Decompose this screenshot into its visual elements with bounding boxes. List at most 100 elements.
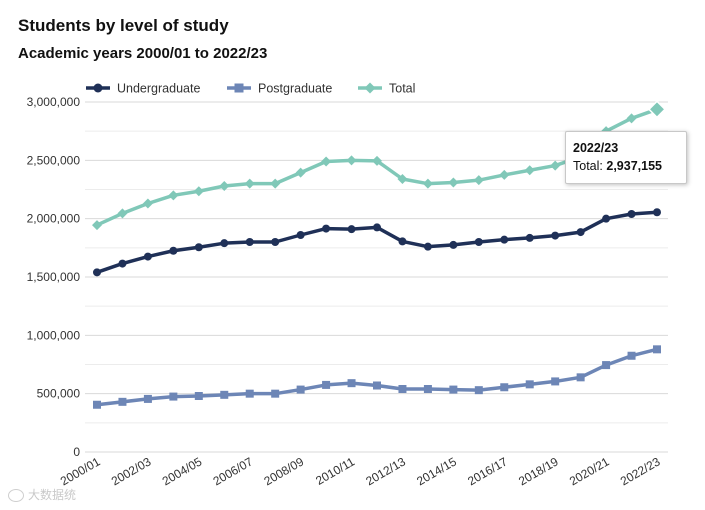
data-point-total — [193, 186, 204, 197]
data-point-undergraduate — [500, 235, 509, 244]
data-point-postgraduate — [602, 361, 611, 370]
legend-swatch-marker-postgraduate — [234, 83, 244, 93]
watermark: 大数据统 — [8, 486, 76, 503]
data-point-postgraduate — [169, 392, 178, 401]
legend-swatch-marker-undergraduate — [93, 83, 103, 93]
data-point-postgraduate — [322, 380, 331, 389]
y-tick-label: 2,500,000 — [27, 153, 81, 167]
x-tick-label: 2020/21 — [567, 454, 612, 488]
data-point-total — [295, 167, 306, 178]
data-point-undergraduate — [423, 242, 432, 251]
data-point-total — [168, 190, 179, 201]
data-point-postgraduate — [627, 351, 636, 360]
data-point-total — [524, 165, 535, 176]
data-tooltip: 2022/23 Total: 2,937,155 — [565, 131, 687, 184]
x-tick-label: 2002/03 — [109, 454, 154, 488]
data-point-undergraduate — [296, 231, 305, 239]
x-tick-label: 2006/07 — [211, 454, 256, 488]
legend-item-postgraduate: Postgraduate — [227, 82, 332, 96]
legend-item-undergraduate: Undergraduate — [86, 82, 200, 96]
data-point-undergraduate — [322, 224, 331, 233]
data-point-postgraduate — [525, 380, 534, 389]
chart-title: Students by level of study — [18, 16, 229, 35]
x-tick-label: 2012/13 — [363, 454, 408, 488]
data-point-total — [244, 178, 255, 189]
data-point-undergraduate — [245, 238, 254, 246]
series-undergraduate — [93, 208, 661, 277]
data-point-total — [397, 174, 408, 184]
data-point-postgraduate — [296, 385, 305, 394]
y-tick-label: 2,000,000 — [27, 212, 81, 226]
data-point-total — [626, 113, 637, 124]
tooltip-label: Total: — [573, 159, 603, 173]
data-point-undergraduate — [474, 238, 483, 246]
x-axis: 2000/01 2002/03 2004/05 2006/07 2008/09 2010/… — [58, 454, 663, 488]
data-point-total — [550, 160, 561, 171]
data-point-total — [448, 177, 459, 188]
data-point-postgraduate — [220, 390, 229, 399]
data-point-undergraduate — [373, 223, 381, 232]
data-point-total — [142, 198, 153, 209]
data-point-undergraduate — [169, 246, 178, 255]
data-point-postgraduate — [653, 345, 661, 354]
data-point-total — [422, 178, 433, 189]
data-point-undergraduate — [143, 252, 152, 261]
data-point-total — [219, 181, 230, 191]
legend-label-undergraduate: Undergraduate — [117, 82, 200, 96]
data-point-undergraduate — [525, 233, 534, 242]
data-point-undergraduate — [602, 214, 611, 223]
data-point-undergraduate — [551, 231, 560, 240]
x-tick-label: 2004/05 — [160, 454, 205, 488]
legend-label-postgraduate: Postgraduate — [258, 82, 332, 96]
data-point-postgraduate — [194, 392, 203, 400]
data-point-total — [372, 155, 382, 166]
data-point-postgraduate — [143, 394, 152, 403]
data-point-postgraduate — [576, 373, 585, 382]
data-point-total — [321, 156, 332, 167]
legend-item-total: Total — [358, 82, 415, 96]
tooltip-title: 2022/23 — [573, 141, 619, 155]
y-tick-label: 500,000 — [37, 387, 81, 401]
data-point-undergraduate — [653, 208, 661, 217]
data-point-undergraduate — [398, 237, 407, 246]
data-point-total — [92, 220, 102, 231]
data-point-postgraduate — [347, 379, 356, 388]
series-line-postgraduate — [96, 347, 658, 407]
x-tick-label: 2000/01 — [58, 454, 103, 488]
data-point-undergraduate — [627, 210, 636, 218]
series-line-undergraduate — [96, 210, 658, 274]
y-tick-label: 3,000,000 — [27, 95, 81, 109]
y-tick-label: 1,000,000 — [27, 328, 81, 342]
data-point-postgraduate — [500, 383, 509, 392]
data-point-undergraduate — [93, 268, 101, 277]
data-point-undergraduate — [271, 238, 280, 246]
data-point-postgraduate — [373, 381, 381, 390]
data-point-postgraduate — [449, 385, 458, 394]
data-point-undergraduate — [449, 240, 458, 249]
data-point-postgraduate — [423, 385, 432, 393]
x-tick-label: 2008/09 — [262, 454, 307, 488]
data-point-undergraduate — [220, 239, 229, 248]
data-point-undergraduate — [194, 243, 203, 252]
data-point-undergraduate — [576, 228, 585, 237]
x-tick-label: 2014/15 — [414, 454, 459, 488]
x-tick-label: 2018/19 — [516, 454, 561, 488]
tooltip-line: Total: 2,937,155 — [573, 159, 662, 173]
x-tick-label: 2010/11 — [313, 454, 357, 488]
watermark-logo-icon — [8, 489, 24, 503]
data-point-postgraduate — [271, 389, 280, 398]
data-point-postgraduate — [93, 400, 101, 409]
data-point-total — [270, 178, 281, 189]
legend-label-total: Total — [389, 82, 415, 96]
y-tick-label: 1,500,000 — [27, 270, 81, 284]
data-point-total — [473, 175, 484, 186]
legend: Undergraduate Postgraduate Total — [86, 82, 415, 96]
data-point-total — [346, 155, 357, 166]
data-point-postgraduate — [118, 397, 127, 406]
watermark-text: 大数据统 — [28, 488, 77, 502]
y-axis: 0 500,000 1,000,000 1,500,000 2,000,000 2,500… — [27, 95, 81, 459]
x-tick-label: 2016/17 — [465, 454, 510, 488]
y-tick-label: 0 — [73, 445, 80, 459]
